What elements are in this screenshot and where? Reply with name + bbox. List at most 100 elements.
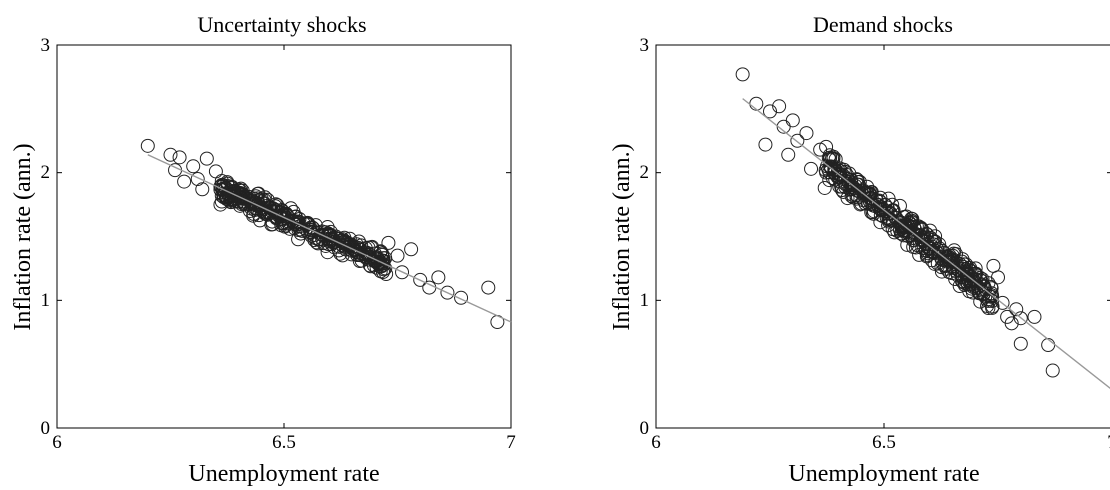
data-point [969,266,984,281]
x-tick-label: 7 [1107,432,1110,453]
axis-ticks [56,44,512,429]
data-point [822,152,837,167]
data-point [844,178,859,193]
data-point [301,225,316,240]
y-tick-label: 2 [41,162,51,183]
data-point [830,170,845,185]
data-point [248,189,263,204]
data-point [321,227,336,242]
y-axis-label: Inflation rate (ann.) [10,143,36,330]
data-point [735,67,750,82]
data-point [1041,338,1056,353]
y-tick-label: 0 [640,418,650,439]
data-point [928,229,943,244]
x-tick-label: 6 [651,432,661,453]
data-point [370,255,385,270]
data-point [912,247,927,262]
chart-demand-shocks: Demand shocks 6 6.5 7 0 1 2 3 Unemployme… [609,12,1110,487]
data-point [934,251,949,266]
data-point [381,235,396,250]
data-point [819,139,834,154]
scatter-points [140,138,505,330]
data-point [363,259,378,274]
data-point [838,164,853,179]
data-point [172,150,187,165]
data-point [186,159,201,174]
data-point [937,253,952,268]
data-point [832,166,847,181]
data-point [268,202,283,217]
data-point [758,137,773,152]
x-tick-label: 6.5 [872,432,896,453]
x-tick-label: 7 [506,432,516,453]
data-point [976,279,991,294]
y-tick-label: 1 [41,290,51,311]
data-point [233,191,248,206]
data-point [827,165,842,180]
chart-title: Uncertainty shocks [197,12,366,37]
data-point [431,270,446,285]
plot-area-frame [655,44,1110,429]
data-point [955,252,970,267]
x-tick-label: 6.5 [272,432,296,453]
data-point [195,182,210,197]
data-point [817,180,832,195]
data-point [902,219,917,234]
y-tick-label: 2 [640,162,650,183]
data-point [749,96,764,111]
data-point [213,179,228,194]
data-point [872,201,887,216]
data-point [1013,311,1028,326]
data-point [291,232,306,247]
data-point [858,187,873,202]
data-point [941,253,956,268]
data-point [883,206,898,221]
data-point [804,161,819,176]
data-point [395,265,410,280]
y-axis-label: Inflation rate (ann.) [609,143,635,330]
data-point [190,172,205,187]
x-tick-label: 6 [52,432,62,453]
data-point [177,174,192,189]
data-point [289,215,304,230]
data-point [335,248,350,263]
data-point [924,239,939,254]
data-point [856,188,871,203]
data-point [854,196,869,211]
data-point [821,150,836,165]
data-point [375,253,390,268]
data-point [969,277,984,292]
axis-ticks [655,44,1110,429]
x-axis-label: Unemployment rate [788,461,979,487]
data-point [440,285,455,300]
data-point [785,113,800,128]
data-point [324,237,339,252]
data-point [140,138,155,153]
data-point [763,104,777,119]
data-point [362,258,377,273]
data-point [320,231,335,246]
data-point [790,133,805,148]
data-point [454,290,469,305]
plot-area-frame [56,44,512,429]
data-point [959,265,974,280]
data-point [864,205,879,220]
data-point [336,238,351,253]
chart-title: Demand shocks [813,12,953,37]
chart-uncertainty-shocks: Uncertainty shocks 6 6.5 7 0 1 2 3 Unemp… [10,12,516,487]
y-tick-label: 0 [41,418,51,439]
data-point [982,293,997,308]
data-point [873,215,888,230]
data-point [295,223,310,238]
y-tick-label: 3 [41,35,51,56]
data-point [268,197,283,212]
x-axis-label: Unemployment rate [188,461,379,487]
fit-line-group [147,154,512,323]
data-point [885,222,900,237]
scatter-points [735,67,1060,378]
fit-line-group [742,98,1110,390]
data-point [281,216,296,231]
data-point [836,184,851,199]
data-point [339,235,354,250]
